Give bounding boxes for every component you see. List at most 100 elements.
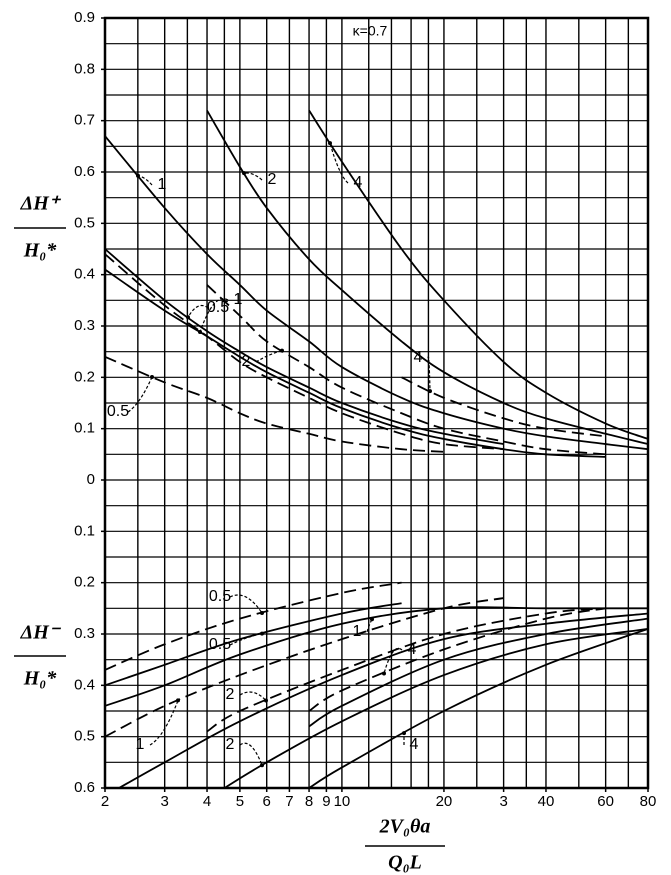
curve-label: 4 bbox=[414, 349, 423, 366]
curve bbox=[206, 284, 606, 456]
x-tick-label: 10 bbox=[334, 793, 351, 810]
x-label-den: Q₀L bbox=[388, 852, 422, 874]
y-tick-label: 0.3 bbox=[74, 317, 95, 334]
arrow-head bbox=[150, 375, 154, 380]
arrow-head bbox=[280, 348, 284, 353]
label-arrow bbox=[427, 356, 431, 392]
y-tick-label: 0.1 bbox=[74, 522, 95, 539]
x-tick-label: 4 bbox=[203, 793, 211, 810]
arrow-head bbox=[242, 171, 246, 176]
arrow-head bbox=[264, 698, 268, 703]
y-tick-label: 0.9 bbox=[74, 9, 95, 26]
curve-label: 4 bbox=[354, 174, 363, 191]
x-tick-label: 6 bbox=[263, 793, 271, 810]
label-arrow bbox=[199, 298, 229, 333]
label-arrow bbox=[229, 632, 263, 646]
arrow-head bbox=[402, 731, 406, 736]
y-label-bottom-den: H₀* bbox=[23, 668, 58, 690]
arrow-head bbox=[176, 698, 180, 703]
x-tick-label: 20 bbox=[436, 793, 453, 810]
y-tick-label: 0.1 bbox=[74, 420, 95, 437]
x-label-num: 2V₀θa bbox=[379, 816, 431, 838]
curve bbox=[104, 581, 402, 671]
curve bbox=[206, 607, 606, 733]
y-tick-label: 0.4 bbox=[74, 266, 95, 283]
y-tick-label: 0.2 bbox=[74, 368, 95, 385]
arrow-head bbox=[198, 330, 202, 335]
y-tick-label: 0.4 bbox=[74, 676, 95, 693]
y-tick-label: 0.3 bbox=[74, 625, 95, 642]
curve bbox=[104, 135, 649, 451]
arrow-head bbox=[260, 631, 264, 636]
arrow-head bbox=[260, 763, 264, 768]
arrow-head bbox=[382, 671, 386, 676]
x-tick-label: 8 bbox=[305, 793, 313, 810]
curve-label: 1 bbox=[234, 291, 243, 308]
y-label-bottom-num: ΔH⁻ bbox=[20, 622, 62, 644]
curve bbox=[104, 248, 504, 445]
x-tick-label: 3 bbox=[499, 793, 507, 810]
curve-label: 0.5 bbox=[209, 636, 231, 653]
curve-label: 0.5 bbox=[209, 588, 231, 605]
arrow-head bbox=[370, 617, 374, 622]
label-arrow bbox=[229, 594, 263, 614]
label-arrow bbox=[239, 691, 267, 701]
x-tick-label: 40 bbox=[538, 793, 555, 810]
curve bbox=[223, 627, 649, 789]
curve bbox=[401, 376, 606, 438]
label-arrow bbox=[255, 350, 283, 363]
arrow-head bbox=[328, 141, 332, 146]
curve-label: 0.5 bbox=[207, 299, 229, 316]
plot-frame bbox=[103, 16, 650, 790]
curve bbox=[104, 606, 648, 707]
y-tick-label: 0.5 bbox=[74, 214, 95, 231]
label-arrow bbox=[329, 142, 349, 184]
y-tick-label: 0.6 bbox=[74, 163, 95, 180]
curve bbox=[206, 109, 649, 445]
arrow-head bbox=[260, 611, 264, 616]
arrow-head bbox=[428, 389, 432, 394]
label-arrow bbox=[383, 647, 403, 674]
x-tick-label: 9 bbox=[322, 793, 330, 810]
curve-label: 2 bbox=[268, 171, 277, 188]
curve-label: 1 bbox=[158, 176, 167, 193]
arrow-head bbox=[186, 315, 190, 320]
curve bbox=[104, 355, 444, 453]
x-tick-label: 5 bbox=[236, 793, 244, 810]
y-tick-label: 0.7 bbox=[74, 112, 95, 129]
y-tick-label: 0.5 bbox=[74, 728, 95, 745]
curve bbox=[308, 628, 649, 789]
curve bbox=[118, 612, 649, 789]
annotation: κ=0.7 bbox=[353, 23, 388, 39]
y-tick-label: 0.6 bbox=[74, 779, 95, 796]
curve-label: 4 bbox=[408, 641, 417, 658]
label-arrow bbox=[187, 304, 209, 318]
label-arrow bbox=[243, 172, 263, 181]
y-label-top-den: H₀* bbox=[23, 240, 58, 262]
x-tick-label: 3 bbox=[161, 793, 169, 810]
curve-label: 0.5 bbox=[107, 403, 129, 420]
curve bbox=[308, 109, 649, 440]
y-tick-label: 0.8 bbox=[74, 60, 95, 77]
curve bbox=[308, 607, 606, 712]
curve-label: 1 bbox=[353, 623, 362, 640]
y-label-top-num: ΔH⁺ bbox=[20, 193, 62, 215]
curve-label: 4 bbox=[410, 736, 419, 753]
curve bbox=[104, 602, 402, 687]
curve-label: 2 bbox=[242, 353, 251, 370]
y-tick-label: 0.2 bbox=[74, 574, 95, 591]
label-arrow bbox=[127, 376, 153, 413]
y-tick-label: 0 bbox=[87, 471, 95, 488]
curve-label: 2 bbox=[226, 686, 235, 703]
x-tick-label: 2 bbox=[101, 793, 109, 810]
arrow-head bbox=[136, 173, 140, 178]
label-arrow bbox=[239, 742, 263, 766]
x-tick-label: 80 bbox=[640, 793, 657, 810]
x-tick-label: 7 bbox=[285, 793, 293, 810]
x-tick-label: 60 bbox=[597, 793, 614, 810]
curve bbox=[308, 617, 649, 728]
curve-label: 2 bbox=[226, 736, 235, 753]
curve-label: 1 bbox=[136, 736, 145, 753]
